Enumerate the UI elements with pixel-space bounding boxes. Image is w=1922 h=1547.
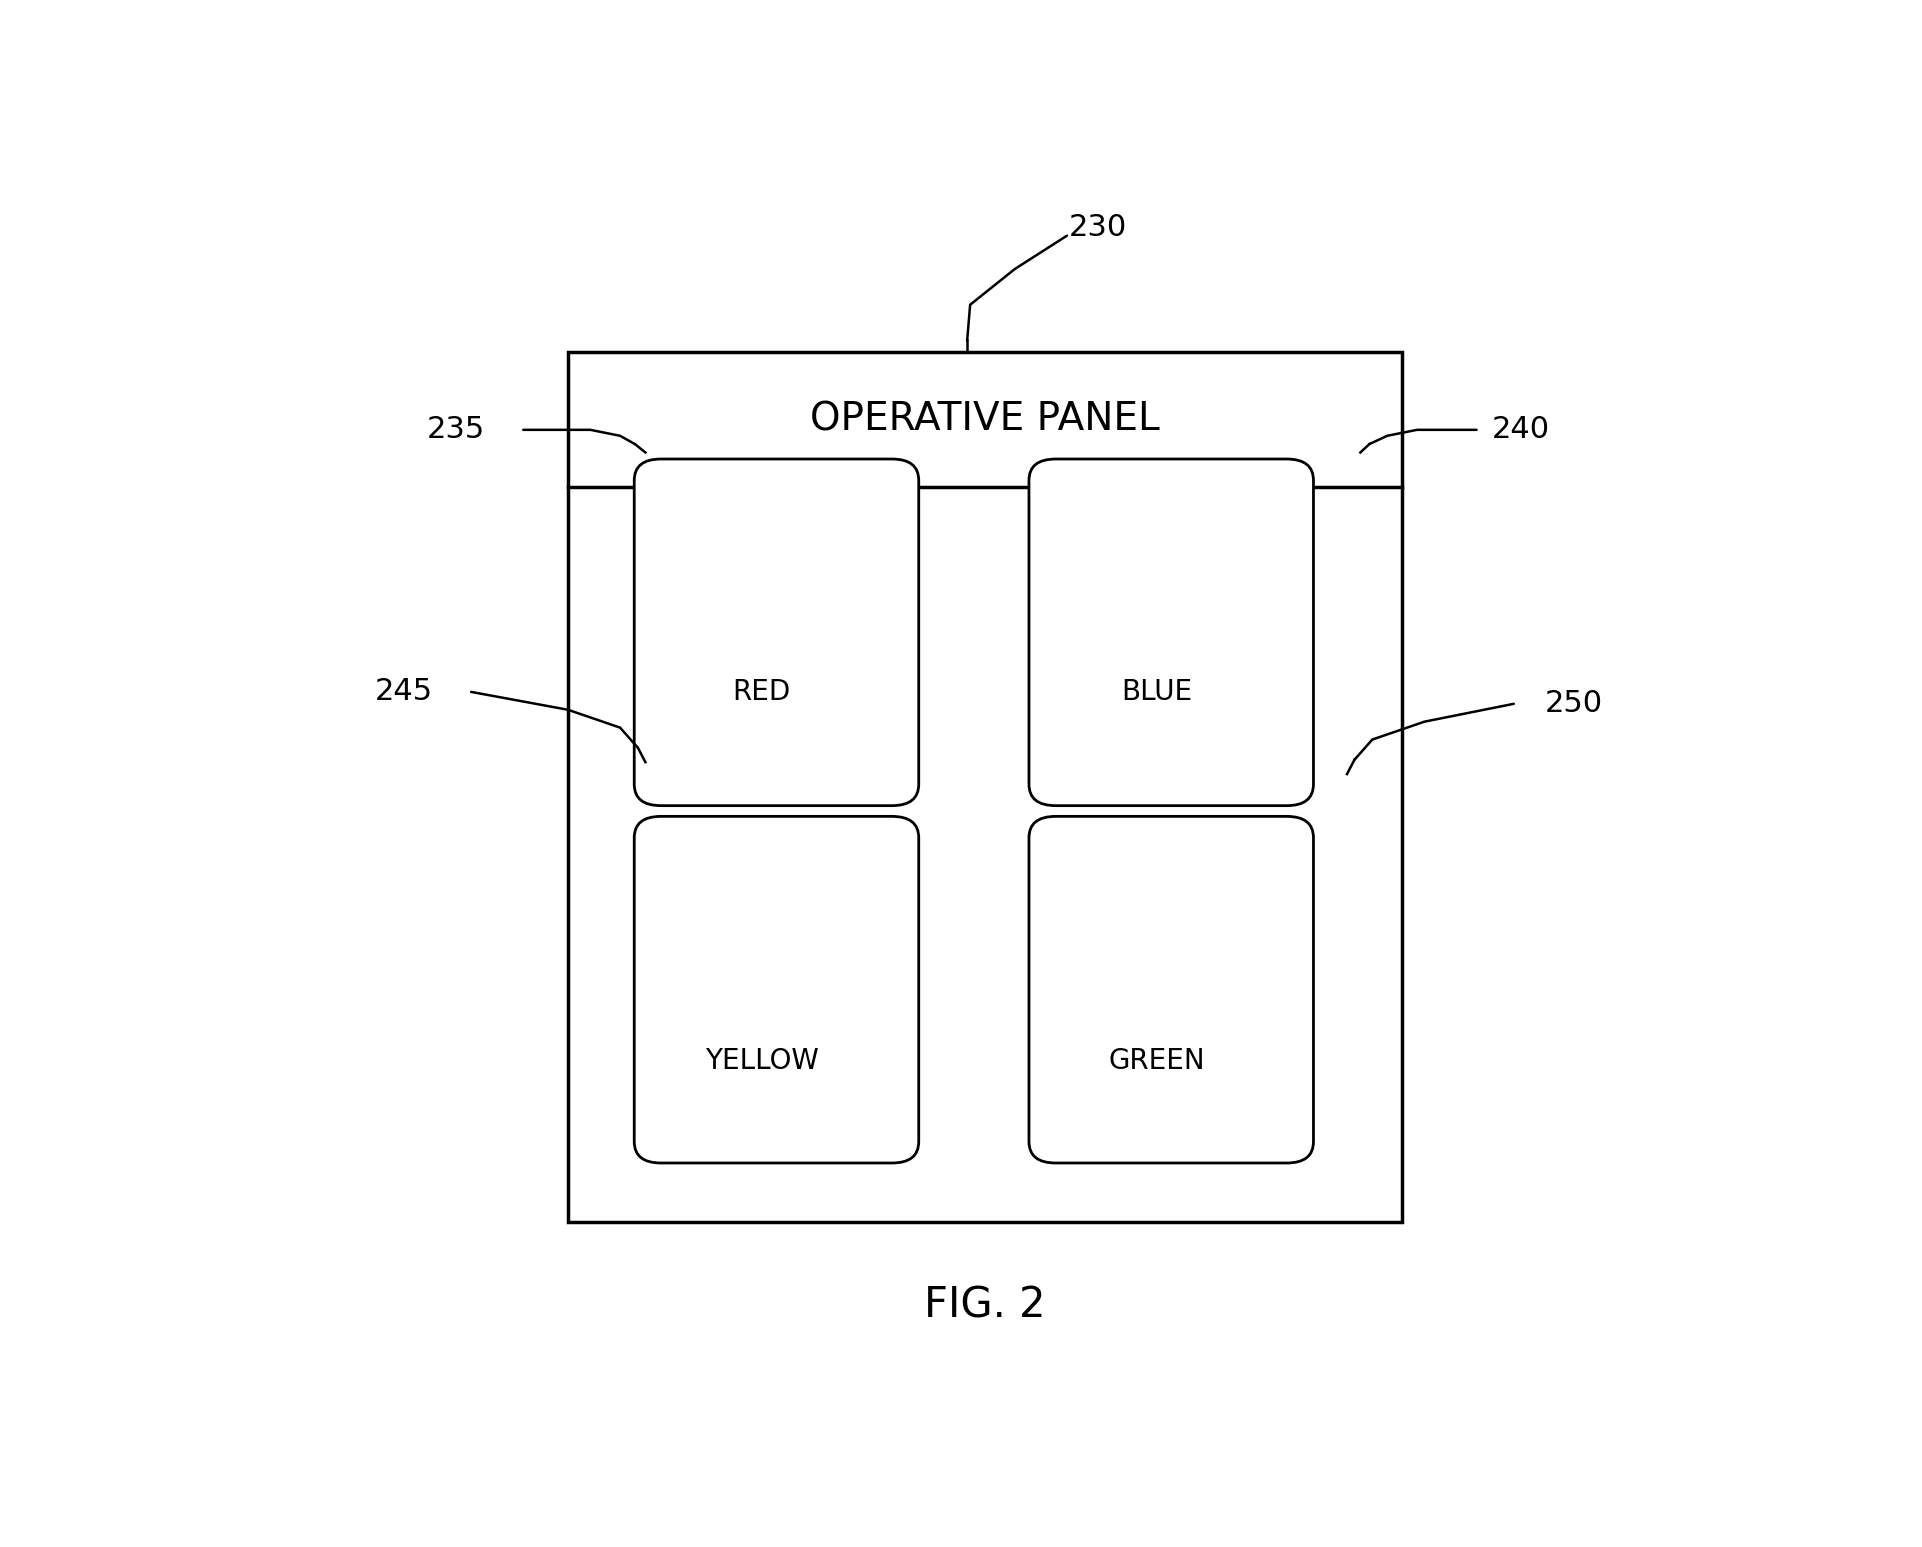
Text: FIG. 2: FIG. 2 [924,1284,1046,1326]
Text: 240: 240 [1491,415,1551,444]
FancyBboxPatch shape [1028,459,1313,806]
FancyBboxPatch shape [634,459,919,806]
Text: 245: 245 [375,678,432,707]
Text: 235: 235 [427,415,486,444]
Text: 230: 230 [1069,213,1128,241]
Text: 250: 250 [1545,690,1603,718]
Text: OPERATIVE PANEL: OPERATIVE PANEL [811,401,1159,439]
Text: BLUE: BLUE [1121,678,1192,705]
FancyBboxPatch shape [634,817,919,1163]
Text: YELLOW: YELLOW [705,1047,819,1075]
FancyBboxPatch shape [569,353,1403,1222]
FancyBboxPatch shape [1028,817,1313,1163]
Text: RED: RED [732,678,790,705]
Text: GREEN: GREEN [1107,1047,1205,1075]
